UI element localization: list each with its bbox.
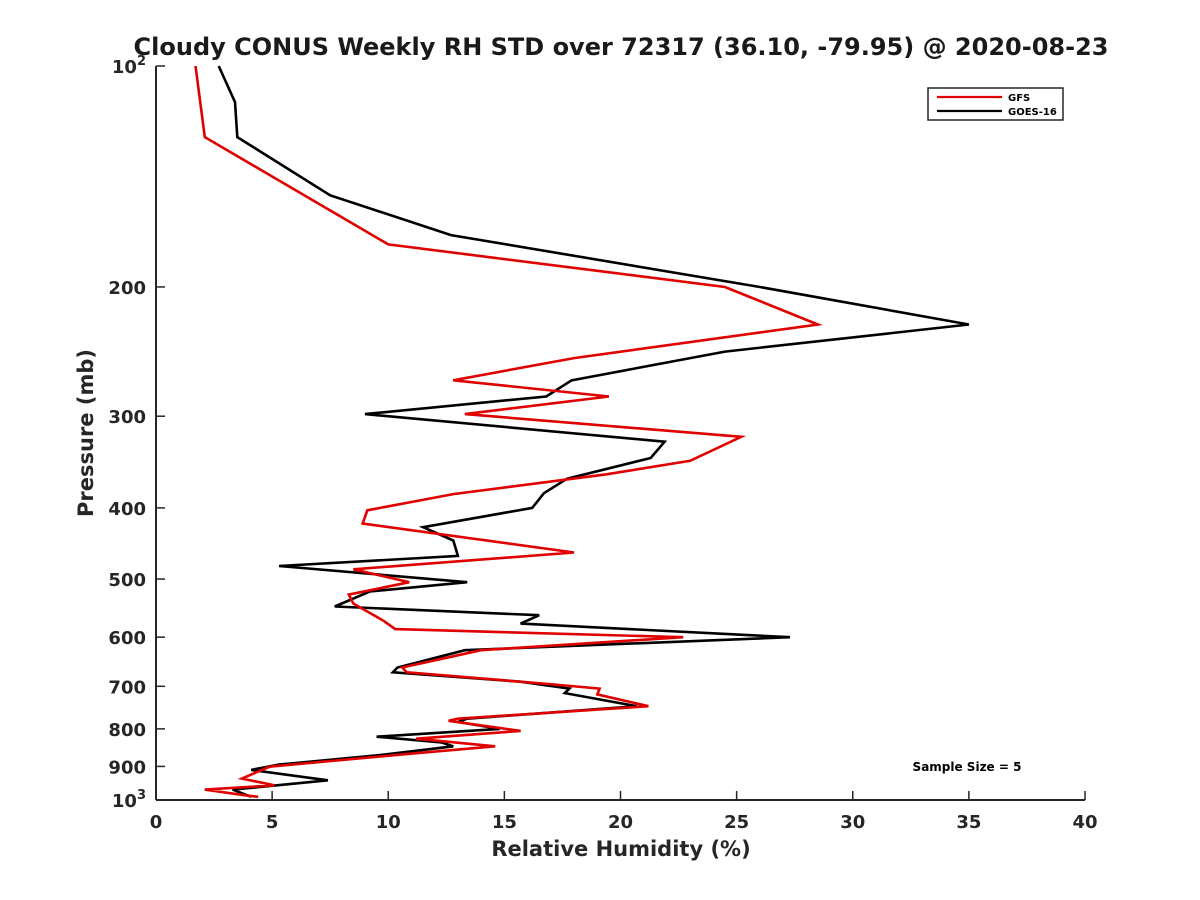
- sample-size-annotation: Sample Size = 5: [913, 760, 1022, 774]
- chart-legend: GFS GOES-16: [927, 87, 1064, 121]
- legend-label-gfs: GFS: [1008, 93, 1030, 104]
- y-tick-label: 800: [108, 720, 146, 741]
- y-tick-label: 900: [108, 757, 146, 778]
- x-tick-label: 10: [376, 812, 401, 833]
- y-axis-label: Pressure (mb): [74, 349, 98, 517]
- x-axis-ticks: 0 5 10 15 20 25 30 35 40: [150, 791, 1098, 833]
- y-tick-label: 102: [112, 54, 146, 78]
- y-tick-label: 500: [108, 570, 146, 591]
- x-axis-label: Relative Humidity (%): [491, 837, 750, 861]
- y-tick-label: 600: [108, 628, 146, 649]
- x-tick-label: 40: [1072, 812, 1097, 833]
- x-tick-label: 35: [956, 812, 981, 833]
- x-tick-label: 15: [492, 812, 517, 833]
- x-tick-label: 20: [608, 812, 633, 833]
- x-tick-label: 5: [266, 812, 279, 833]
- x-tick-label: 0: [150, 812, 163, 833]
- legend-box: [927, 87, 1064, 121]
- y-axis-ticks: 102 200 300 400 500 600 700 800 900 103: [108, 54, 165, 812]
- y-tick-label: 300: [108, 407, 146, 428]
- series-line-goes16: [217, 65, 970, 799]
- x-tick-label: 30: [840, 812, 865, 833]
- y-tick-label: 700: [108, 677, 146, 698]
- series-line-gfs: [194, 65, 823, 799]
- y-tick-label: 400: [108, 499, 146, 520]
- chart-title: Cloudy CONUS Weekly RH STD over 72317 (3…: [134, 33, 1109, 61]
- data-series: [194, 65, 970, 799]
- x-tick-label: 25: [724, 812, 749, 833]
- legend-label-goes16: GOES-16: [1008, 107, 1057, 118]
- y-tick-label: 200: [108, 278, 146, 299]
- y-tick-label: 103: [112, 788, 146, 812]
